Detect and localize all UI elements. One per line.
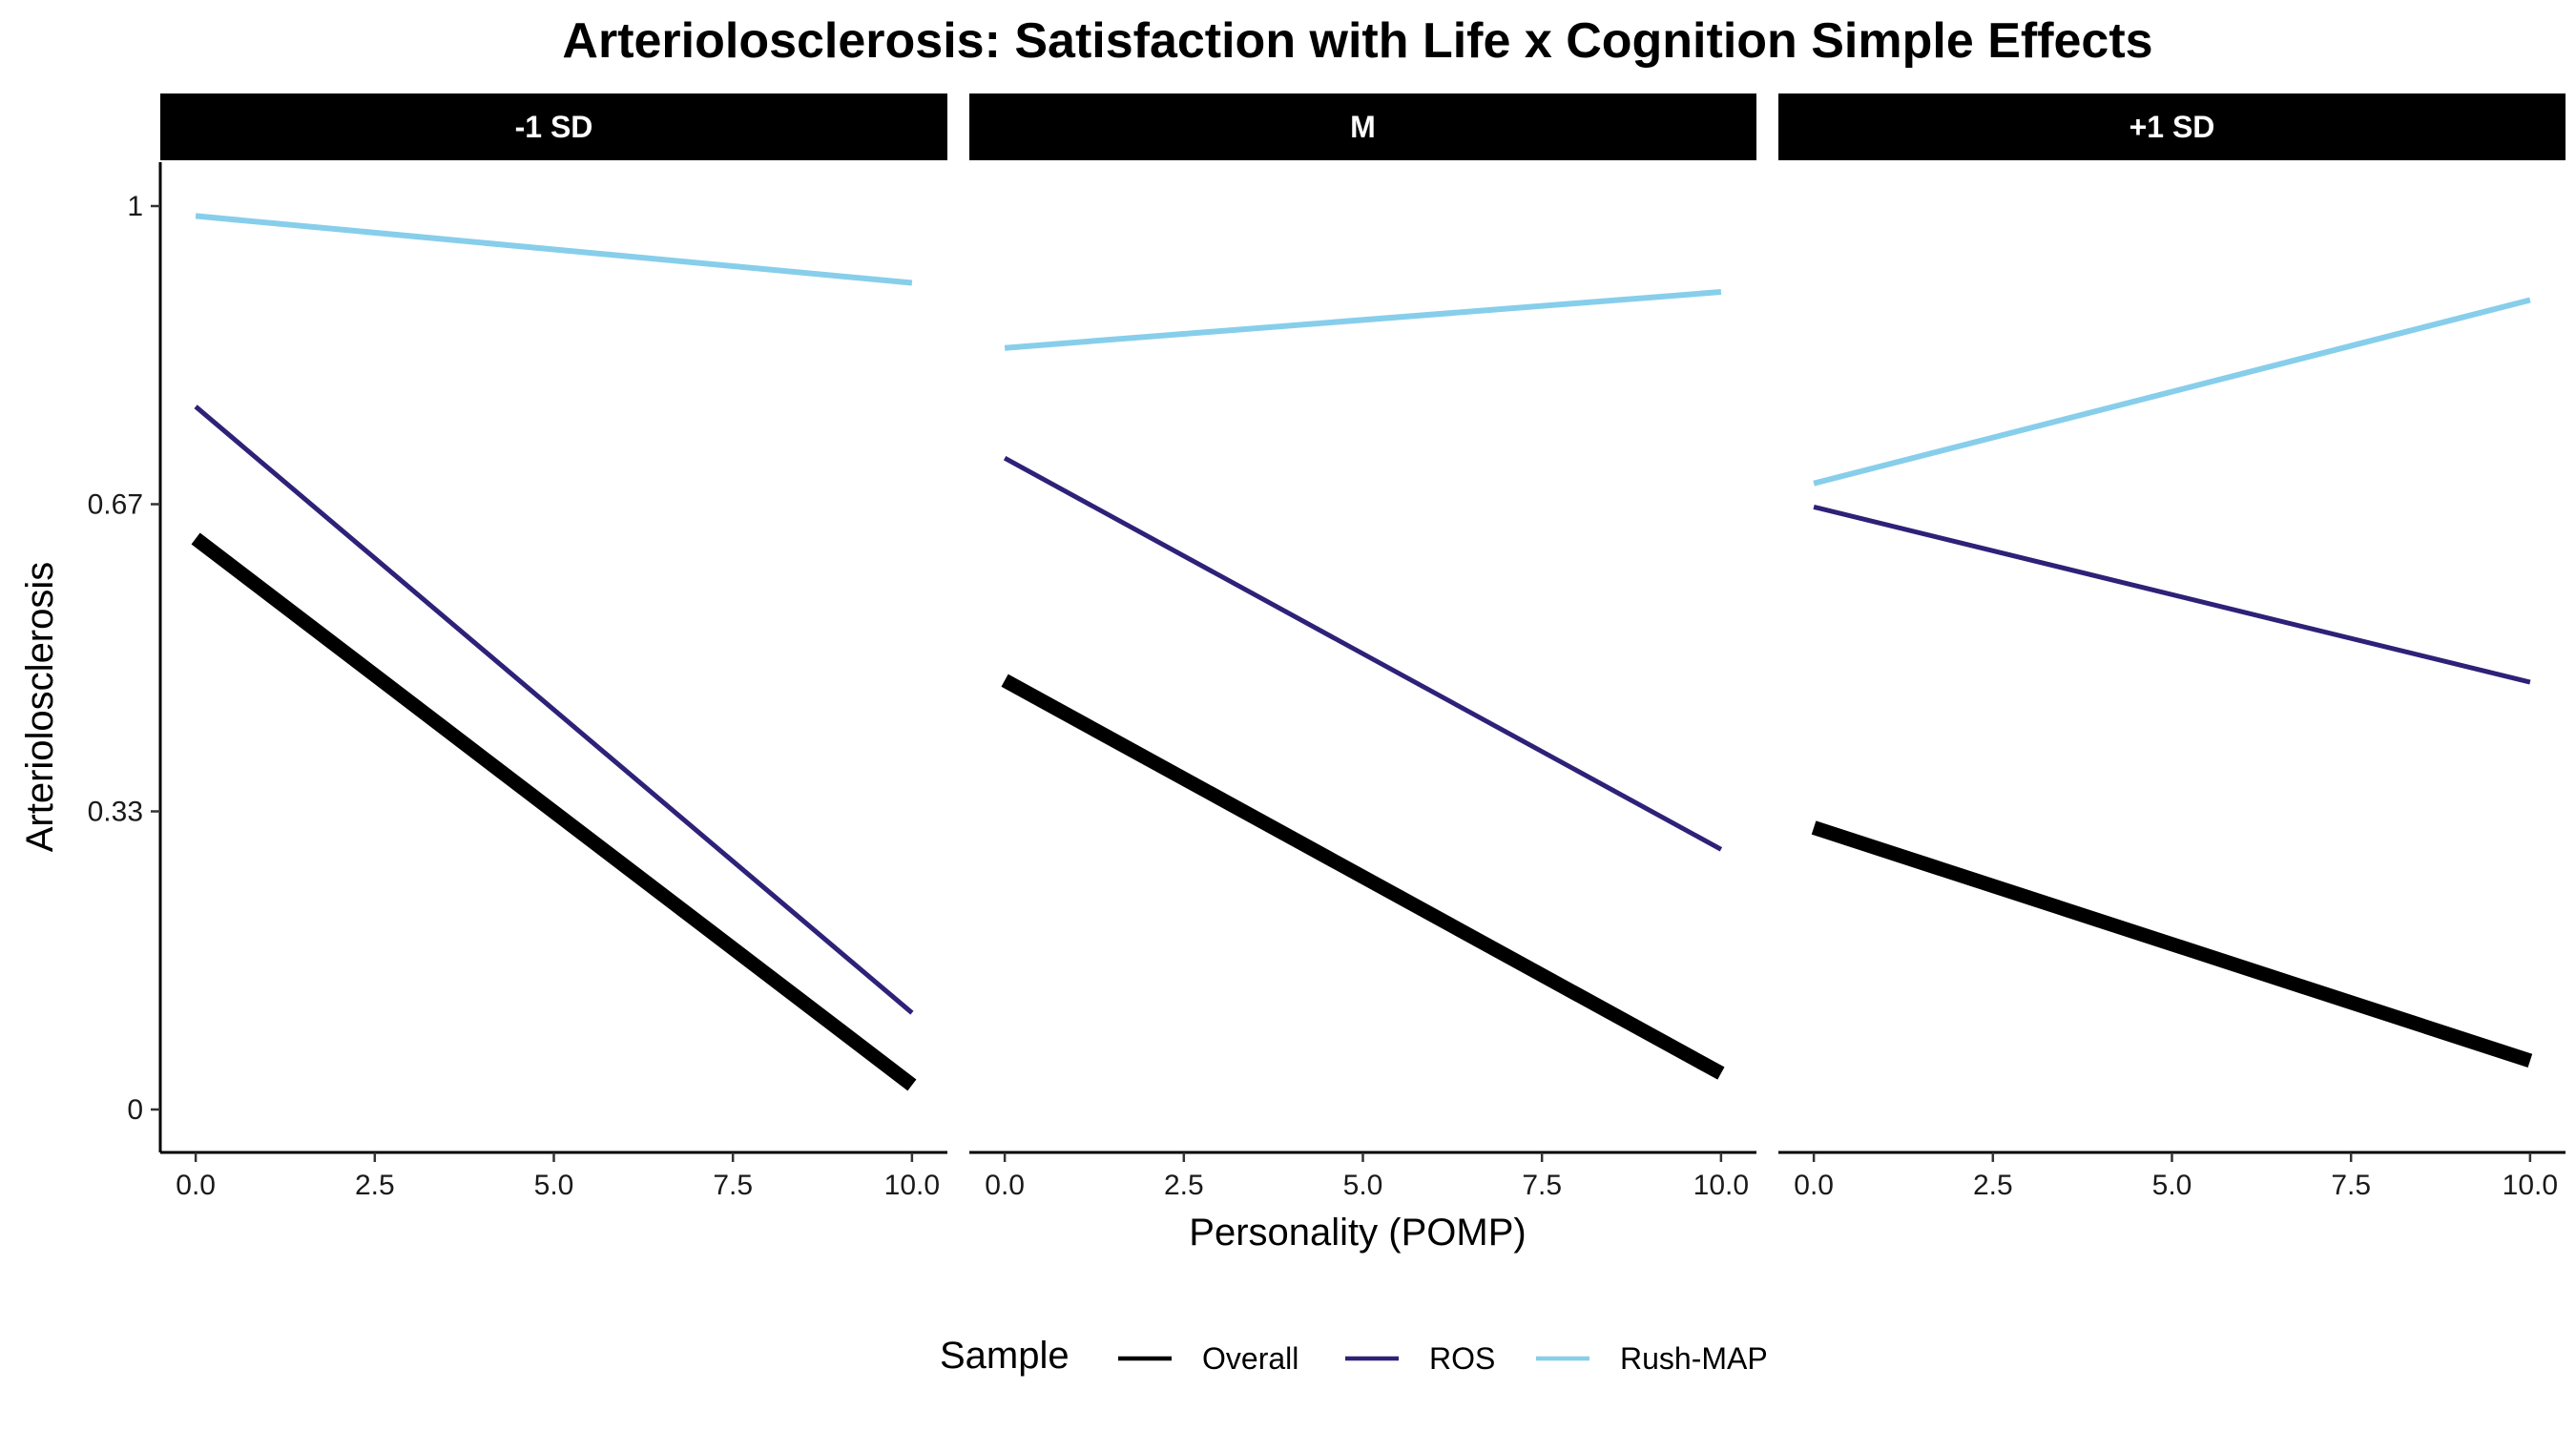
x-axis-title: Personality (POMP) bbox=[1189, 1212, 1526, 1254]
legend-label-ros: ROS bbox=[1429, 1341, 1495, 1376]
x-tick-label: 0.0 bbox=[985, 1170, 1025, 1201]
legend-title: Sample bbox=[940, 1335, 1070, 1377]
y-tick-label: 1 bbox=[127, 191, 143, 222]
facet-strip-label: M bbox=[1350, 110, 1376, 144]
panel-plus-1-sd: +1 SD 0.0 2.5 5.0 7.5 10.0 bbox=[1778, 93, 2566, 1201]
series-line-rush-map bbox=[1813, 297, 2531, 487]
x-tick-label: 7.5 bbox=[1522, 1170, 1562, 1201]
series-line-overall bbox=[1001, 674, 1725, 1080]
legend-entry-rush-map: Rush-MAP bbox=[1536, 1341, 1768, 1376]
facet-strip bbox=[969, 93, 1756, 160]
x-tick-label: 7.5 bbox=[2331, 1170, 2371, 1201]
legend-entry-ros: ROS bbox=[1345, 1341, 1495, 1376]
series-line-ros bbox=[1813, 504, 2531, 685]
series-line-rush-map bbox=[195, 213, 913, 286]
facet-strip bbox=[160, 93, 947, 160]
x-tick-label: 7.5 bbox=[713, 1170, 753, 1201]
x-tick-label: 0.0 bbox=[1794, 1170, 1834, 1201]
x-tick-label: 2.5 bbox=[1973, 1170, 2013, 1201]
x-tick-label: 10.0 bbox=[2503, 1170, 2558, 1201]
chart-title: Arteriolosclerosis: Satisfaction with Li… bbox=[562, 13, 2152, 69]
x-tick-label: 10.0 bbox=[884, 1170, 940, 1201]
y-tick-label: 0.67 bbox=[88, 489, 143, 521]
y-axis-title: Arteriolosclerosis bbox=[19, 562, 61, 853]
y-tick-label: 0.33 bbox=[88, 796, 143, 827]
x-tick-label: 5.0 bbox=[2152, 1170, 2192, 1201]
x-tick-label: 5.0 bbox=[534, 1170, 574, 1201]
x-tick-label: 2.5 bbox=[1164, 1170, 1204, 1201]
y-tick-label: 0 bbox=[127, 1094, 143, 1126]
series-line-ros bbox=[1003, 456, 1723, 852]
series-line-overall bbox=[191, 532, 917, 1091]
series-line-ros bbox=[194, 404, 914, 1015]
facet-strip-label: -1 SD bbox=[515, 110, 593, 144]
legend-entry-overall: Overall bbox=[1118, 1341, 1298, 1376]
series-line-overall bbox=[1811, 820, 2533, 1068]
x-tick-label: 10.0 bbox=[1693, 1170, 1749, 1201]
panel-m: M 0.0 2.5 5.0 7.5 10.0 bbox=[969, 93, 1756, 1201]
legend: Sample Overall ROS Rush-MAP bbox=[940, 1335, 1768, 1377]
facet-strip bbox=[1778, 93, 2566, 160]
facet-strip-label: +1 SD bbox=[2129, 110, 2215, 144]
x-tick-label: 0.0 bbox=[176, 1170, 216, 1201]
legend-label-overall: Overall bbox=[1202, 1341, 1298, 1376]
x-tick-label: 2.5 bbox=[355, 1170, 395, 1201]
legend-label-rush-map: Rush-MAP bbox=[1620, 1341, 1768, 1376]
legend-entries: Overall ROS Rush-MAP bbox=[1118, 1341, 1768, 1376]
series-line-rush-map bbox=[1004, 289, 1722, 351]
x-tick-label: 5.0 bbox=[1343, 1170, 1383, 1201]
